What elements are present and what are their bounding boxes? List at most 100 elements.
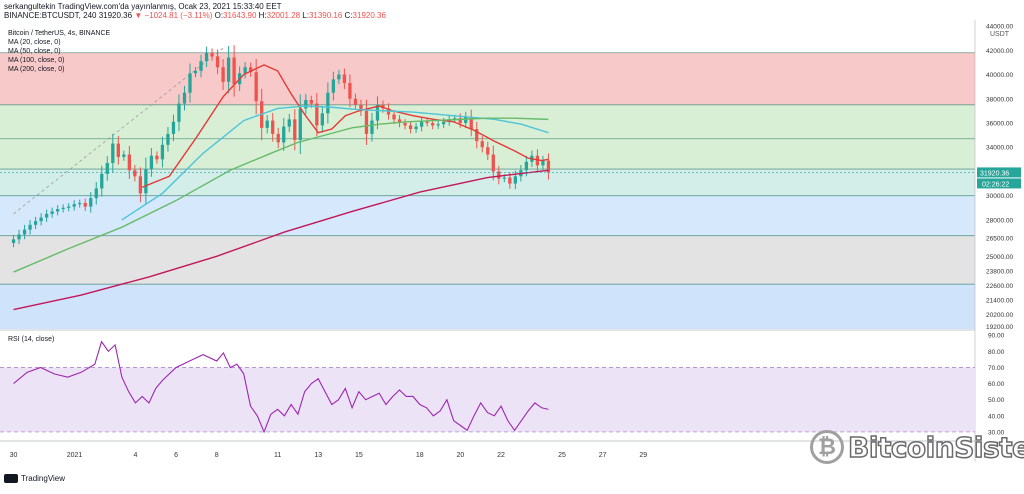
close-value: 31920.36 bbox=[352, 11, 386, 20]
candle-up bbox=[182, 92, 187, 104]
legend-ma100[interactable]: MA (100, close, 0) bbox=[8, 57, 65, 64]
legend-ma20[interactable]: MA (20, close, 0) bbox=[8, 39, 61, 46]
candle-down bbox=[353, 98, 358, 105]
legend-ma200[interactable]: MA (200, close, 0) bbox=[8, 66, 65, 73]
candle-down bbox=[475, 129, 479, 142]
candle-down bbox=[480, 141, 484, 148]
time-tick-label: 15 bbox=[355, 452, 363, 459]
candle-down bbox=[210, 52, 214, 57]
time-tick-label: 6 bbox=[174, 452, 178, 459]
candle-down bbox=[249, 67, 253, 73]
candle-down bbox=[535, 155, 540, 166]
price-tick-label: 21400.00 bbox=[986, 297, 1013, 304]
open-label: O: bbox=[214, 11, 224, 20]
candle-up bbox=[502, 177, 506, 179]
candle-down bbox=[508, 177, 512, 184]
legend-ma50[interactable]: MA (50, close, 0) bbox=[8, 48, 61, 55]
candle-up bbox=[298, 108, 302, 140]
candle-up bbox=[72, 204, 76, 207]
candle-down bbox=[546, 160, 551, 173]
candle-up bbox=[89, 198, 93, 207]
time-tick-label: 30 bbox=[10, 452, 18, 459]
candle-down bbox=[83, 202, 87, 207]
publisher-line: serkangultekin TradingView.com'da yayınl… bbox=[4, 2, 282, 11]
candle-up bbox=[326, 92, 330, 114]
price-tick-label: 19200.00 bbox=[986, 324, 1013, 331]
candle-down bbox=[458, 118, 462, 123]
time-tick-label: 2021 bbox=[67, 452, 83, 459]
candle-down bbox=[359, 104, 363, 111]
tradingview-footer: TradingView bbox=[4, 474, 65, 483]
candle-down bbox=[397, 119, 402, 123]
candle-down bbox=[254, 72, 258, 102]
price-tick-label: 42000.00 bbox=[986, 48, 1013, 55]
rsi-tick-label: 50.00 bbox=[988, 397, 1005, 404]
candle-up bbox=[193, 70, 198, 74]
candle-up bbox=[304, 99, 308, 109]
candle-up bbox=[436, 124, 440, 126]
time-tick-label: 11 bbox=[274, 452, 281, 459]
candle-down bbox=[364, 110, 369, 134]
candle-up bbox=[171, 121, 176, 134]
price-tick-label: 38000.00 bbox=[986, 96, 1013, 103]
time-tick-label: 4 bbox=[133, 452, 137, 459]
last-price-tag bbox=[977, 167, 1021, 178]
candle-up bbox=[17, 234, 21, 240]
axis-unit-label: USDT bbox=[990, 31, 1010, 38]
candle-up bbox=[337, 74, 341, 80]
tradingview-logo-icon bbox=[4, 474, 18, 483]
candle-down bbox=[155, 155, 159, 160]
candle-up bbox=[67, 206, 71, 208]
candle-up bbox=[94, 188, 98, 199]
last-price: 31920.36 bbox=[98, 11, 133, 20]
candle-up bbox=[375, 104, 380, 121]
candle-down bbox=[276, 133, 280, 143]
candle-up bbox=[33, 221, 38, 225]
candle-down bbox=[381, 104, 385, 109]
price-band bbox=[0, 169, 975, 196]
candle-up bbox=[464, 116, 468, 123]
candle-up bbox=[453, 118, 457, 120]
candle-up bbox=[28, 224, 32, 230]
candle-up bbox=[39, 217, 43, 222]
chart-title[interactable]: Bitcoin / TetherUS, 4s, BINANCE bbox=[8, 30, 111, 37]
price-band bbox=[0, 52, 975, 105]
candle-down bbox=[315, 103, 319, 126]
candle-up bbox=[100, 173, 104, 189]
rsi-tick-label: 90.00 bbox=[988, 333, 1005, 340]
low-value: 31390.16 bbox=[308, 11, 343, 20]
candle-down bbox=[469, 116, 473, 130]
rsi-tick-label: 60.00 bbox=[988, 381, 1005, 388]
candle-up bbox=[44, 213, 49, 218]
candle-down bbox=[215, 56, 220, 68]
rsi-tick-label: 40.00 bbox=[988, 413, 1005, 420]
time-tick-label: 25 bbox=[558, 452, 566, 459]
candle-up bbox=[199, 61, 203, 71]
price-tick-label: 20200.00 bbox=[986, 312, 1013, 319]
candle-up bbox=[105, 162, 109, 174]
candle-down bbox=[342, 74, 347, 84]
symbol-line: BINANCE:BTCUSDT, 240 31920.36 ▼ −1024.81… bbox=[4, 11, 386, 20]
candle-up bbox=[56, 209, 60, 212]
price-band bbox=[0, 284, 975, 329]
indicator-legend: Bitcoin / TetherUS, 4s, BINANCE MA (20, … bbox=[8, 29, 110, 74]
price-tick-label: 40000.00 bbox=[986, 72, 1013, 79]
close-label: C: bbox=[344, 11, 353, 20]
ma-line-20 bbox=[141, 64, 549, 188]
price-tick-label: 26500.00 bbox=[986, 236, 1013, 243]
candle-down bbox=[491, 154, 495, 172]
candle-up bbox=[419, 121, 424, 127]
candles-group bbox=[11, 45, 551, 248]
price-tick-label: 44000.00 bbox=[986, 24, 1013, 31]
time-tick-label: 20 bbox=[457, 452, 465, 459]
watermark-text: BitcoinSistemi bbox=[847, 430, 1024, 465]
candle-down bbox=[116, 143, 120, 157]
candle-down bbox=[408, 125, 413, 130]
candle-down bbox=[133, 170, 137, 177]
candle-down bbox=[127, 154, 131, 171]
candle-up bbox=[265, 120, 269, 128]
ma-line-200 bbox=[13, 169, 549, 311]
candle-down bbox=[232, 57, 236, 85]
